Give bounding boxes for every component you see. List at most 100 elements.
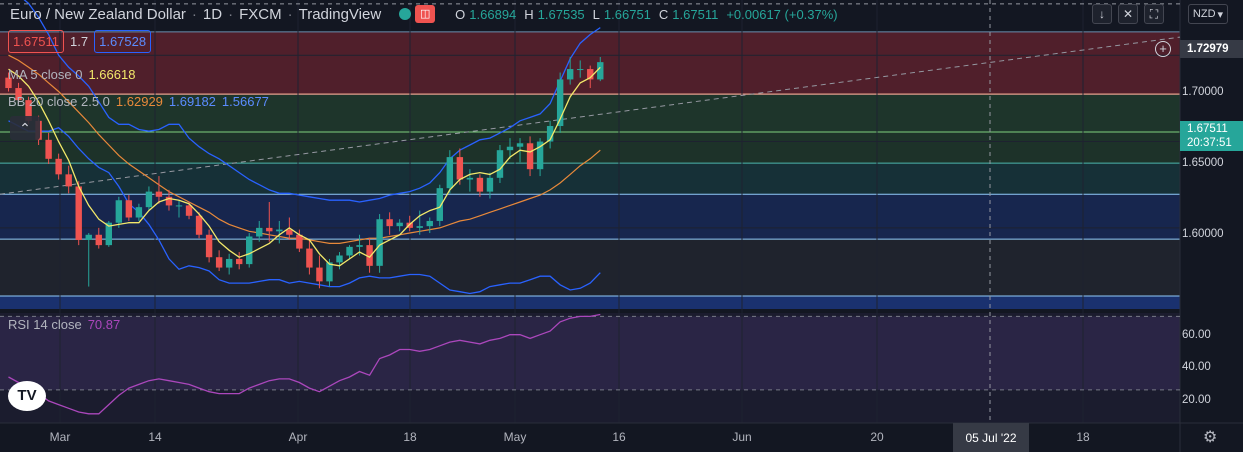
candle-body-59: [597, 62, 604, 80]
change-value: +0.00617 (+0.37%): [726, 6, 838, 22]
candle-body-16: [165, 196, 173, 206]
rsi-pane-bg: [0, 313, 1180, 423]
time-label-16: 16: [612, 430, 626, 444]
add-alert-button[interactable]: +: [1155, 41, 1171, 57]
candle-body-2: [25, 100, 32, 121]
bb-legend[interactable]: BB 20 close 2.5 0 1.62929 1.69182 1.5667…: [8, 94, 269, 109]
candle-body-27: [276, 229, 283, 232]
candle-body-19: [195, 215, 203, 235]
moving-average: [8, 66, 601, 267]
last-price-tag: 1.67511 20:37:51: [1180, 121, 1243, 151]
rsi-legend[interactable]: RSI 14 close 70.87: [8, 317, 120, 332]
quote-panel: 1.67511 1.7 1.67528: [8, 30, 152, 53]
currency-select[interactable]: NZD ▾: [1188, 4, 1228, 24]
candle-body-47: [476, 177, 484, 192]
candle-body-34: [346, 246, 353, 256]
price-label-3: 1.60000: [1182, 228, 1224, 240]
collapse-button[interactable]: ✕: [1118, 4, 1138, 24]
candle-body-51: [516, 143, 524, 147]
candle-body-7: [75, 186, 82, 240]
candle-body-6: [65, 174, 72, 187]
high-label: H: [524, 6, 534, 22]
candle-body-25: [256, 227, 263, 237]
collapse-legend-button[interactable]: ⌃: [10, 116, 40, 140]
ma-legend[interactable]: MA 5 close 0 1.66618: [8, 67, 135, 82]
candle-body-23: [235, 258, 243, 265]
candle-body-20: [205, 234, 213, 258]
candle-body-28: [286, 229, 293, 235]
time-label-20: 20: [870, 430, 884, 444]
candle-body-24: [246, 236, 253, 265]
trend-line: [0, 36, 1181, 195]
candle-body-14: [145, 191, 153, 208]
low-label: L: [592, 6, 600, 22]
market-status-toggle[interactable]: ◫: [395, 5, 436, 23]
close-value: 1.67511: [672, 6, 719, 22]
time-label-mar: Mar: [49, 430, 71, 444]
sell-price-button[interactable]: 1.67511: [8, 30, 65, 53]
buy-price-button[interactable]: 1.67528: [94, 30, 152, 53]
rsi-line: [8, 313, 601, 415]
crosshair-price-tag: 1.72979: [1180, 40, 1243, 58]
candle-body-36: [366, 245, 373, 266]
spread-value: 1.7: [70, 34, 89, 49]
candle-body-22: [225, 258, 233, 268]
band-blue-low: [0, 296, 1180, 309]
fullscreen-button[interactable]: ⛶: [1144, 4, 1164, 24]
candle-body-33: [336, 255, 343, 263]
bb-basis-line: [8, 54, 601, 244]
candle-body-8: [85, 234, 92, 240]
candle-body-31: [316, 267, 323, 282]
chart-toolbar: ↓ ✕ ⛶: [1092, 4, 1164, 24]
candle-body-13: [135, 207, 143, 218]
candle-body-41: [416, 226, 423, 228]
candles: [5, 56, 604, 289]
symbol-name[interactable]: Euro / New Zealand Dollar: [10, 5, 186, 23]
candle-body-38: [386, 219, 393, 227]
candle-body-4: [45, 139, 52, 159]
time-label-jun: Jun: [732, 430, 752, 444]
bar-countdown: 20:37:51: [1187, 137, 1232, 149]
open-label: O: [455, 6, 466, 22]
candle-body-15: [155, 191, 163, 197]
interval[interactable]: 1D: [202, 5, 223, 23]
high-value: 1.67535: [537, 6, 585, 22]
range-bands: [0, 31, 1180, 423]
tradingview-logo-icon[interactable]: TV: [8, 381, 46, 411]
candle-body-9: [95, 234, 102, 246]
gear-icon[interactable]: ⚙: [1203, 429, 1218, 446]
candle-body-1: [15, 88, 22, 101]
candle-body-35: [356, 245, 363, 247]
download-button[interactable]: ↓: [1092, 4, 1112, 24]
bb-name: BB 20 close 2.5 0: [8, 94, 110, 109]
collapse-arrows-icon: ✕: [1122, 7, 1134, 21]
candle-body-55: [556, 79, 564, 127]
band-green-1: [0, 94, 1180, 133]
candle-body-12: [125, 200, 133, 218]
candle-body-49: [496, 150, 504, 178]
candle-body-32: [326, 262, 333, 282]
candle-body-17: [175, 205, 183, 207]
candle-body-5: [55, 158, 62, 175]
time-label-apr: Apr: [288, 430, 308, 444]
candle-body-52: [526, 143, 534, 170]
bb-upper-value: 1.69182: [168, 94, 216, 109]
close-label: C: [658, 6, 669, 22]
candle-body-45: [456, 157, 464, 180]
fullscreen-icon: ⛶: [1149, 6, 1159, 21]
candle-body-58: [587, 69, 594, 80]
candle-body-46: [466, 177, 474, 180]
candle-body-26: [266, 227, 273, 232]
rsi-band: [0, 316, 1180, 390]
candle-body-43: [436, 188, 443, 221]
band-blue: [0, 194, 1180, 240]
ma5-line: [8, 66, 601, 267]
market-closed-icon: ◫: [415, 5, 436, 23]
candle-body-54: [546, 126, 554, 142]
candle-body-21: [215, 257, 223, 268]
candle-body-18: [185, 205, 193, 216]
candle-body-39: [396, 222, 403, 227]
bb-lower-value: 1.56677: [221, 94, 269, 109]
rsi-pane: [8, 313, 601, 415]
